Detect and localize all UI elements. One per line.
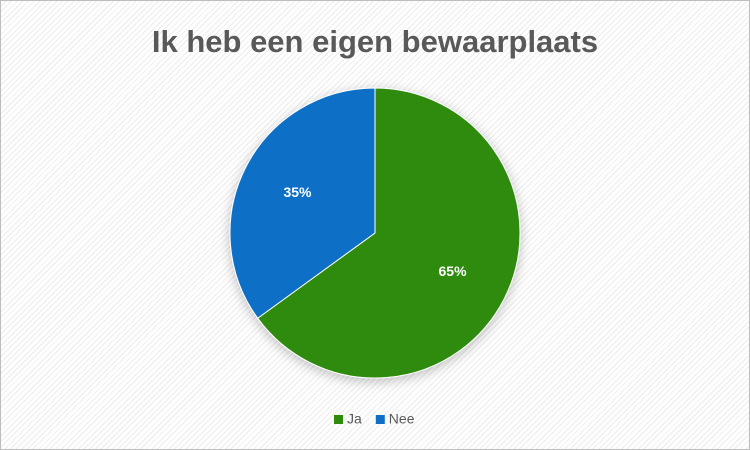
data-label: 65% (439, 263, 468, 279)
pie (229, 87, 521, 379)
legend-label: Nee (389, 411, 415, 427)
legend-marker (375, 415, 385, 424)
data-label: 35% (283, 184, 312, 200)
legend-label: Ja (347, 411, 362, 427)
pie-slice (256, 87, 521, 379)
chart-title: Ik heb een eigen bewaarplaats (152, 24, 598, 59)
pie-slice (229, 87, 376, 319)
legend-marker (334, 415, 343, 424)
